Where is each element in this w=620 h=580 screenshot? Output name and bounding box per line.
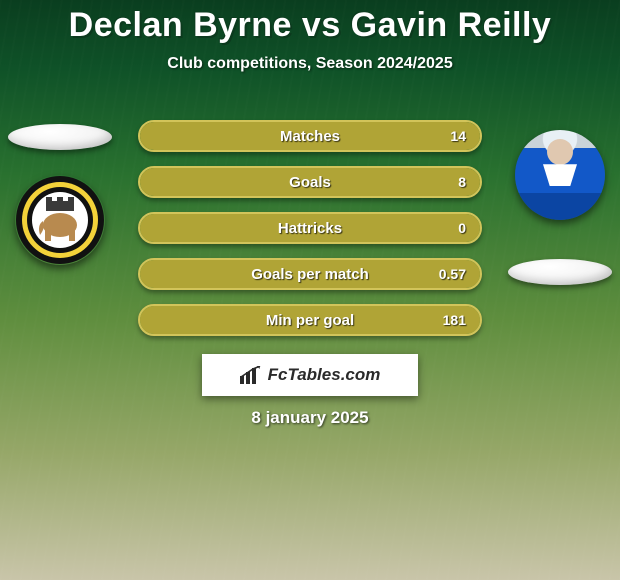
crest-icon: [15, 175, 105, 265]
footer-date: 8 january 2025: [0, 408, 620, 428]
right-player-pill: [508, 259, 612, 285]
stat-value: 0.57: [439, 266, 466, 282]
stat-value: 0: [458, 220, 466, 236]
bar-chart-icon: [240, 366, 262, 384]
stat-label: Goals per match: [251, 266, 369, 283]
stat-row-hattricks: Hattricks 0: [138, 212, 482, 244]
page-subtitle: Club competitions, Season 2024/2025: [0, 55, 620, 73]
page-title: Declan Byrne vs Gavin Reilly: [0, 0, 620, 45]
stat-row-mpg: Min per goal 181: [138, 304, 482, 336]
left-player-pill: [8, 124, 112, 150]
left-club-crest: [15, 175, 105, 265]
stat-label: Hattricks: [278, 220, 342, 237]
stat-value: 14: [450, 128, 466, 144]
brand-logo: FcTables.com: [240, 365, 381, 385]
brand-logo-text: FcTables.com: [268, 365, 381, 385]
stats-table: Matches 14 Goals 8 Hattricks 0 Goals per match…: [138, 120, 482, 336]
stage: Declan Byrne vs Gavin Reilly Club compet…: [0, 0, 620, 580]
stat-label: Goals: [289, 174, 331, 191]
stat-label: Matches: [280, 128, 340, 145]
stat-value: 181: [443, 312, 466, 328]
stat-row-matches: Matches 14: [138, 120, 482, 152]
stat-row-gpm: Goals per match 0.57: [138, 258, 482, 290]
stat-row-goals: Goals 8: [138, 166, 482, 198]
right-player-avatar: [515, 130, 605, 220]
stat-label: Min per goal: [266, 312, 354, 329]
brand-logo-box: FcTables.com: [202, 354, 418, 396]
stat-value: 8: [458, 174, 466, 190]
